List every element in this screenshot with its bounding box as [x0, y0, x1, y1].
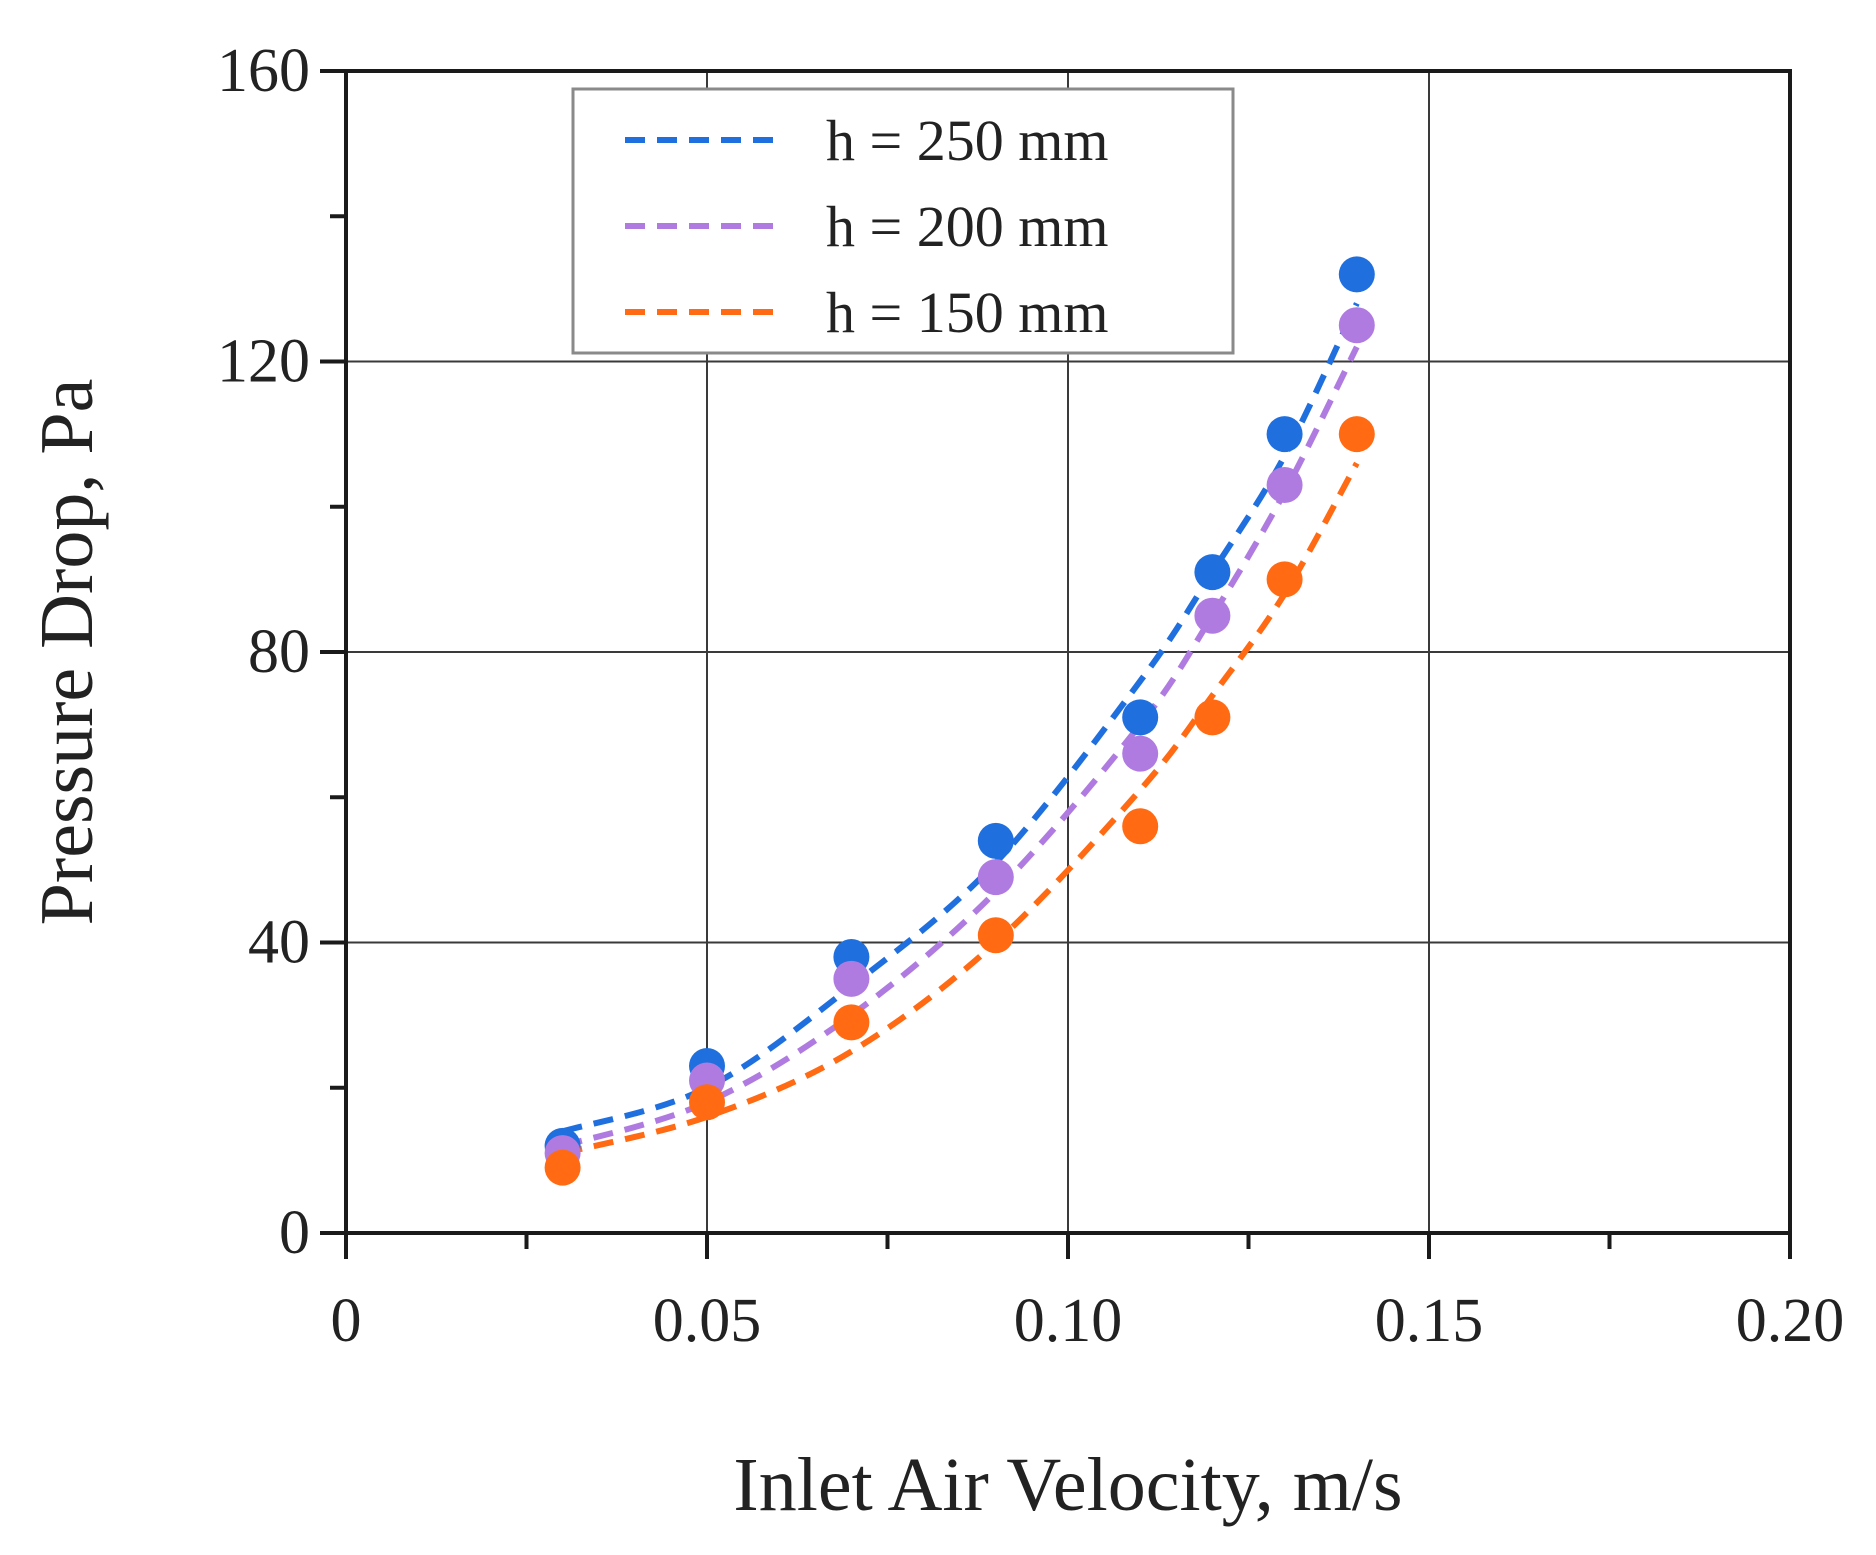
- legend-label-series-2: h = 200 mm: [826, 194, 1108, 259]
- data-point-series-3: [977, 917, 1014, 954]
- y-tick-label: 0: [279, 1199, 310, 1267]
- legend-label-series-3: h = 150 mm: [826, 280, 1108, 345]
- x-tick-label: 0: [331, 1287, 362, 1355]
- legend-box: [571, 87, 1235, 355]
- legend: h = 250 mm h = 200 mm h = 150 mm: [571, 87, 1235, 355]
- data-point-series-2: [977, 859, 1014, 896]
- x-tick-label: 0.10: [1014, 1287, 1123, 1355]
- legend-label-series-1: h = 250 mm: [826, 108, 1108, 173]
- data-point-series-1: [1338, 256, 1375, 293]
- data-point-series-2: [833, 960, 870, 997]
- data-point-series-2: [1122, 735, 1159, 772]
- tick-labels: 0 0.05 0.10 0.15 0.20 0 40 80 120 160: [217, 37, 1844, 1355]
- x-tick-label: 0.05: [653, 1287, 762, 1355]
- y-tick-label: 80: [248, 618, 310, 686]
- data-point-series-1: [1266, 416, 1303, 453]
- data-point-series-3: [544, 1149, 581, 1186]
- data-point-series-3: [833, 1004, 870, 1041]
- y-tick-label: 40: [248, 909, 310, 977]
- data-point-series-3: [689, 1084, 725, 1121]
- data-point-series-3: [1122, 808, 1159, 845]
- data-point-series-1: [1194, 554, 1231, 591]
- x-tick-label: 0.20: [1736, 1287, 1845, 1355]
- data-point-series-2: [1338, 307, 1375, 344]
- data-point-series-1: [1122, 699, 1159, 736]
- y-axis-title: Pressure Drop, Pa: [25, 379, 109, 926]
- data-point-series-2: [1266, 466, 1303, 503]
- x-axis-title: Inlet Air Velocity, m/s: [733, 1443, 1402, 1527]
- axis-ticks: [320, 69, 1792, 1259]
- y-tick-label: 120: [217, 328, 310, 396]
- fit-line-series-3: [561, 461, 1360, 1157]
- data-point-series-3: [1266, 561, 1303, 598]
- data-point-series-1: [977, 822, 1014, 859]
- data-point-series-2: [1194, 597, 1231, 634]
- data-point-series-3: [1194, 699, 1231, 736]
- data-point-series-3: [1338, 416, 1375, 453]
- y-tick-label: 160: [217, 37, 310, 105]
- fit-line-series-2: [561, 345, 1360, 1149]
- x-tick-label: 0.15: [1375, 1287, 1484, 1355]
- data-points: [544, 256, 1375, 1186]
